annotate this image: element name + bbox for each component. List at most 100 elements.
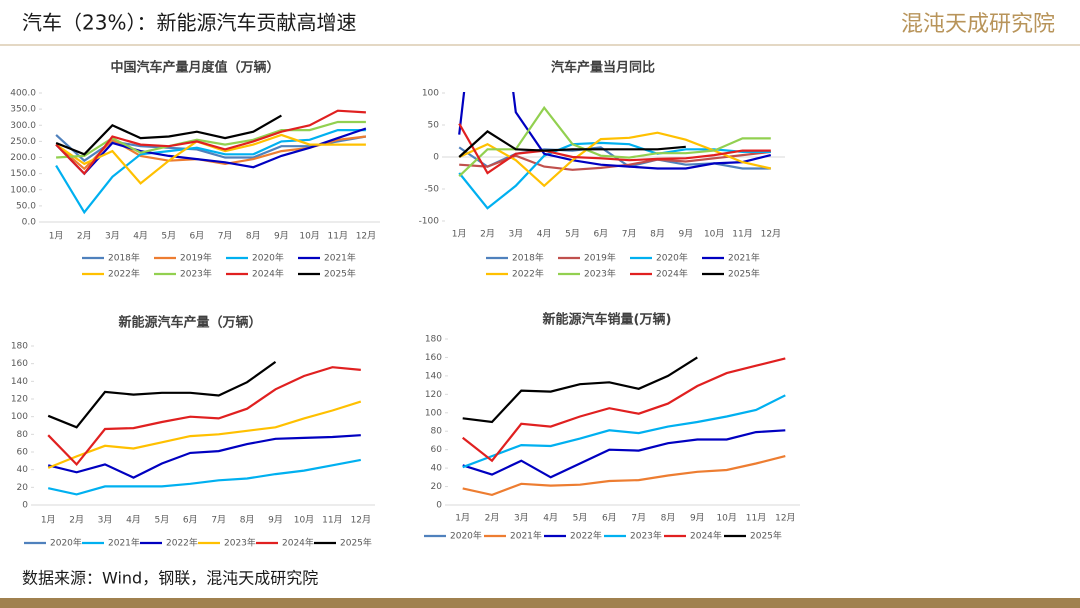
series-line	[462, 357, 786, 463]
x-tick-label: 8月	[246, 231, 261, 242]
series-line	[47, 434, 361, 479]
x-tick-label: 4月	[543, 513, 558, 524]
footer-bar	[0, 598, 1080, 608]
legend-label: 2025年	[324, 268, 356, 280]
x-tick-label: 10月	[716, 513, 736, 524]
y-tick-label: 40	[431, 464, 443, 474]
slide-title: 汽车（23%）：新能源汽车贡献高增速	[22, 11, 356, 35]
y-tick-label: 100	[11, 412, 28, 422]
x-tick-label: 12月	[761, 229, 781, 240]
y-tick-label: 200.0	[10, 153, 36, 163]
series-line	[462, 455, 786, 497]
y-tick-label: 80	[431, 427, 443, 437]
x-tick-label: 12月	[775, 513, 795, 524]
x-tick-label: 5月	[565, 229, 580, 240]
x-tick-label: 3月	[105, 231, 120, 242]
series-line	[47, 361, 277, 429]
legend-label: 2020年	[450, 530, 482, 542]
series-line	[55, 129, 366, 215]
x-tick-label: 10月	[294, 515, 314, 526]
series-line	[55, 109, 366, 176]
y-tick-label: 160	[425, 353, 442, 363]
y-tick-label: 400.0	[10, 89, 36, 99]
y-tick-label: 100	[425, 408, 442, 418]
chart-title: 新能源汽车产量（万辆）	[118, 315, 261, 331]
series-line	[462, 356, 698, 424]
legend-label: 2020年	[252, 252, 284, 264]
legend-label: 2019年	[584, 252, 616, 264]
y-tick-label: 100.0	[10, 185, 36, 195]
legend-label: 2019年	[180, 252, 212, 264]
x-tick-label: 7月	[218, 231, 233, 242]
legend-label: 2024年	[690, 530, 722, 542]
legend-label: 2021年	[324, 252, 356, 264]
y-tick-label: 0.0	[22, 218, 37, 228]
y-tick-label: 140	[11, 377, 28, 387]
legend-label: 2021年	[510, 530, 542, 542]
y-tick-label: 0	[436, 501, 442, 511]
x-tick-label: 8月	[650, 229, 665, 240]
legend-label: 2023年	[630, 530, 662, 542]
y-tick-label: 120	[425, 390, 442, 400]
x-tick-label: 7月	[622, 229, 637, 240]
y-tick-label: -50	[424, 185, 439, 195]
legend-label: 2020年	[656, 252, 688, 264]
logo: 混沌天成研究院	[901, 12, 1055, 37]
legend-label: 2022年	[108, 268, 140, 280]
x-tick-label: 10月	[704, 229, 724, 240]
y-tick-label: 50.0	[16, 201, 36, 211]
x-tick-label: 6月	[190, 231, 205, 242]
x-tick-label: 9月	[690, 513, 705, 524]
series-line	[55, 127, 367, 176]
legend-label: 2022年	[166, 537, 198, 549]
legend-label: 2022年	[512, 268, 544, 280]
chart-title: 汽车产量当月同比	[551, 60, 655, 76]
x-tick-label: 11月	[322, 515, 342, 526]
x-tick-label: 1月	[455, 513, 470, 524]
x-tick-label: 2月	[485, 513, 500, 524]
y-tick-label: 0	[22, 501, 28, 511]
x-tick-label: 2月	[69, 515, 84, 526]
x-tick-label: 5月	[573, 513, 588, 524]
y-tick-label: 140	[425, 371, 442, 381]
y-tick-label: 60	[17, 448, 29, 458]
series-line	[47, 366, 361, 467]
legend-label: 2023年	[180, 268, 212, 280]
legend-label: 2022年	[570, 530, 602, 542]
y-tick-label: 100	[422, 89, 439, 99]
x-tick-label: 6月	[602, 513, 617, 524]
x-tick-label: 7月	[211, 515, 226, 526]
legend-label: 2020年	[50, 537, 82, 549]
y-tick-label: 60	[431, 445, 443, 455]
x-tick-label: 3月	[98, 515, 113, 526]
x-tick-label: 7月	[631, 513, 646, 524]
series-line	[55, 114, 282, 156]
series-line	[47, 400, 362, 469]
legend-label: 2023年	[584, 268, 616, 280]
series-line	[458, 123, 771, 175]
legend-label: 2018年	[512, 252, 544, 264]
x-tick-label: 12月	[351, 515, 371, 526]
series-line	[462, 429, 786, 479]
series-line	[458, 130, 686, 158]
x-tick-label: 4月	[133, 231, 148, 242]
y-tick-label: 180	[425, 335, 442, 345]
y-tick-label: 40	[17, 465, 29, 475]
x-tick-label: 9月	[678, 229, 693, 240]
y-tick-label: 20	[431, 482, 443, 492]
y-tick-label: 0	[433, 153, 439, 163]
x-tick-label: 9月	[268, 515, 283, 526]
legend-label: 2023年	[224, 537, 256, 549]
x-tick-label: 5月	[155, 515, 170, 526]
x-tick-label: 4月	[126, 515, 141, 526]
x-tick-label: 11月	[746, 513, 766, 524]
x-tick-label: 12月	[356, 231, 376, 242]
legend-label: 2018年	[108, 252, 140, 264]
x-tick-label: 3月	[508, 229, 523, 240]
x-tick-label: 1月	[452, 229, 467, 240]
legend-label: 2024年	[656, 268, 688, 280]
legend-label: 2025年	[750, 530, 782, 542]
x-tick-label: 2月	[77, 231, 92, 242]
series-line	[462, 394, 786, 469]
